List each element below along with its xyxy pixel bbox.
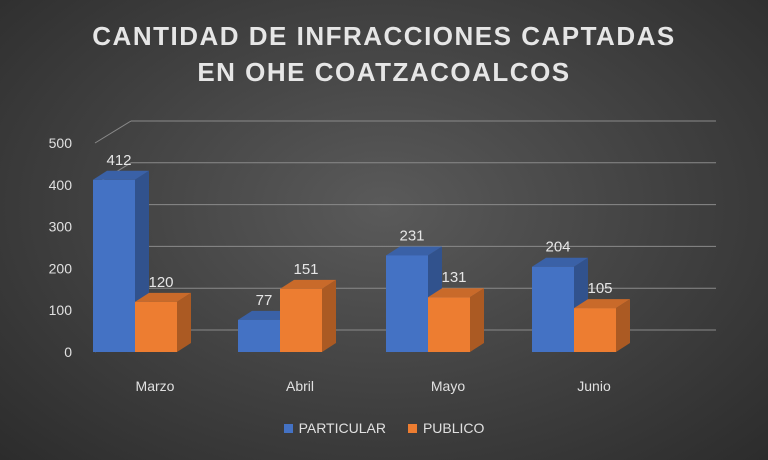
- chart-title-line-1: CANTIDAD DE INFRACCIONES CAPTADAS: [92, 21, 676, 51]
- data-label: 131: [441, 269, 466, 286]
- bar-publico-junio: [574, 308, 616, 352]
- x-tick-label: Marzo: [136, 378, 175, 394]
- y-tick-label: 0: [64, 344, 72, 360]
- y-tick-label: 200: [49, 260, 73, 276]
- legend-item-particular: PARTICULAR: [283, 420, 386, 436]
- bar-top: [386, 246, 442, 256]
- bar-particular-junio: [532, 266, 574, 352]
- bar-particular-marzo: [93, 179, 135, 352]
- legend-item-publico: PUBLICO: [407, 420, 485, 436]
- bar-top: [280, 279, 336, 289]
- bar-top: [135, 292, 191, 302]
- x-tick-label: Junio: [577, 378, 611, 394]
- bar-side: [616, 299, 630, 352]
- data-label: 151: [293, 261, 318, 278]
- bar-publico-marzo: [135, 301, 177, 352]
- x-tick-label: Mayo: [431, 378, 465, 394]
- x-tick-label: Abril: [286, 378, 314, 394]
- grid-depth-500: [94, 120, 132, 144]
- data-label: 204: [545, 239, 570, 256]
- y-tick-label: 500: [49, 135, 73, 151]
- bar-particular-abril: [238, 319, 280, 352]
- labels: 0 100 200 300 400 500 412 120 Marzo 77 151 Abril 231…: [49, 135, 613, 394]
- chart-title-line-2: EN OHE COATZACOALCOS: [197, 57, 571, 87]
- data-label: 105: [587, 280, 612, 297]
- y-tick-label: 400: [49, 177, 73, 193]
- bar-side: [322, 279, 336, 352]
- chart-title: CANTIDAD DE INFRACCIONES CAPTADAS EN OHE…: [0, 18, 768, 90]
- bar-side: [177, 292, 191, 352]
- bar-top: [428, 288, 484, 298]
- bar-top: [93, 170, 149, 180]
- bar-publico-abril: [280, 288, 322, 352]
- data-label: 77: [256, 292, 273, 309]
- y-tick-label: 100: [49, 302, 73, 318]
- legend-label-publico: PUBLICO: [422, 420, 485, 436]
- data-label: 412: [106, 152, 131, 169]
- bars: [93, 170, 630, 352]
- legend: PARTICULAR PUBLICO: [0, 420, 768, 436]
- bar-top: [574, 299, 630, 309]
- legend-swatch-particular: [283, 423, 293, 433]
- bar-top: [532, 257, 588, 267]
- bar-publico-mayo: [428, 297, 470, 352]
- legend-swatch-publico: [407, 423, 417, 433]
- bar-particular-mayo: [386, 255, 428, 352]
- data-label: 231: [399, 227, 424, 244]
- legend-label-particular: PARTICULAR: [298, 420, 386, 436]
- bar-side: [470, 288, 484, 352]
- data-label: 120: [148, 274, 173, 291]
- y-tick-label: 300: [49, 219, 73, 235]
